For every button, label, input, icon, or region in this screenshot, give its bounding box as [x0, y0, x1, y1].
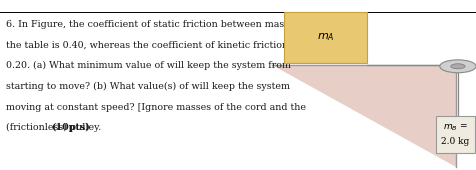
Circle shape	[450, 64, 464, 69]
Bar	[283, 12, 367, 63]
Text: (10pts): (10pts)	[51, 123, 90, 132]
Text: (frictionless) pulley.: (frictionless) pulley.	[6, 123, 104, 132]
Text: the table is 0.40, whereas the coefficient of kinetic friction is: the table is 0.40, whereas the coefficie…	[6, 40, 298, 49]
Polygon shape	[271, 65, 455, 167]
Text: 6. In Figure, the coefficient of static friction between mass and: 6. In Figure, the coefficient of static …	[6, 20, 309, 29]
Text: starting to move? (b) What value(s) of will keep the system: starting to move? (b) What value(s) of w…	[6, 82, 289, 91]
Bar	[436, 116, 474, 153]
Text: 2.0 kg: 2.0 kg	[440, 137, 469, 146]
Text: 0.20. (a) What minimum value of will keep the system from: 0.20. (a) What minimum value of will kee…	[6, 61, 290, 70]
Text: $m_A$: $m_A$	[316, 31, 334, 43]
Circle shape	[439, 60, 475, 73]
Text: moving at constant speed? [Ignore masses of the cord and the: moving at constant speed? [Ignore masses…	[6, 103, 305, 112]
Text: $m_B$ =: $m_B$ =	[442, 122, 467, 133]
